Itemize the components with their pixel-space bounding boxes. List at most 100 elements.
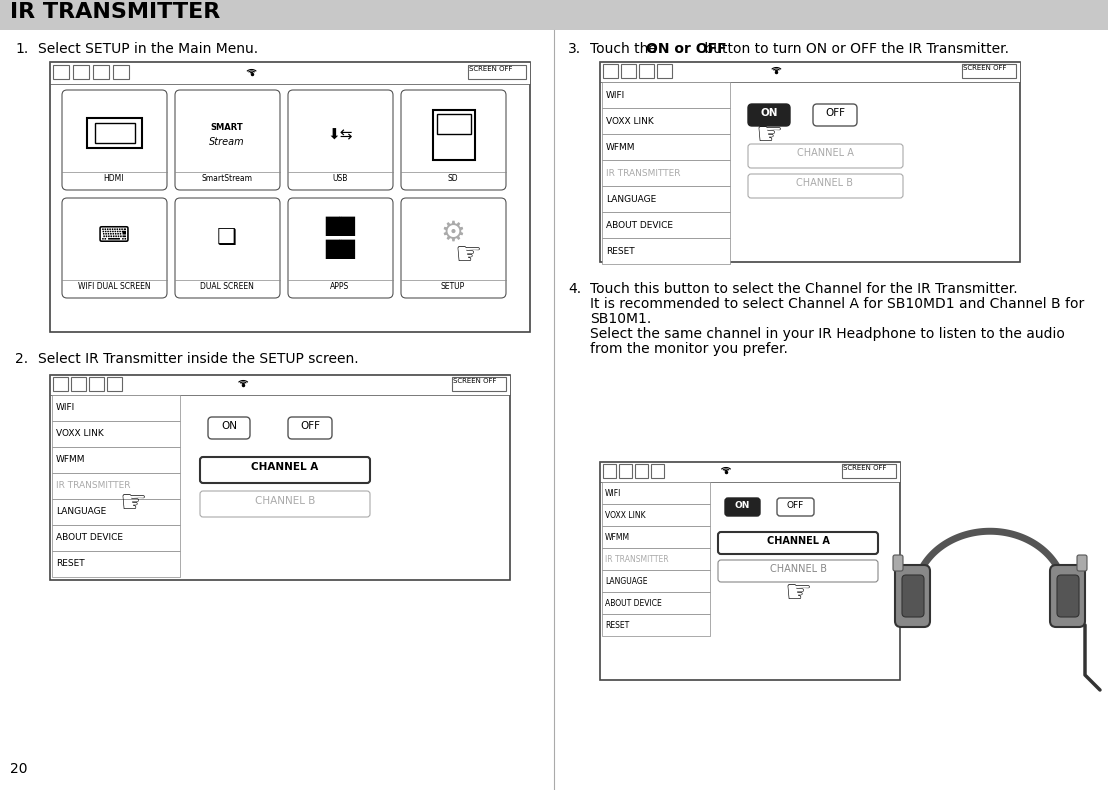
Bar xyxy=(962,64,1016,78)
Text: ⚙: ⚙ xyxy=(441,219,465,247)
Text: WIFI: WIFI xyxy=(605,488,622,498)
Text: VOXX LINK: VOXX LINK xyxy=(605,510,646,520)
Text: Select IR Transmitter inside the SETUP screen.: Select IR Transmitter inside the SETUP s… xyxy=(38,352,359,366)
Bar xyxy=(468,65,526,79)
Bar xyxy=(89,377,104,391)
FancyBboxPatch shape xyxy=(288,90,393,190)
Bar xyxy=(0,0,1108,30)
Text: SMART: SMART xyxy=(211,123,244,133)
Text: ☞: ☞ xyxy=(784,580,812,608)
Text: WIFI DUAL SCREEN: WIFI DUAL SCREEN xyxy=(78,282,151,291)
Text: SCREEN OFF: SCREEN OFF xyxy=(469,66,513,72)
FancyBboxPatch shape xyxy=(748,104,790,126)
Text: LANGUAGE: LANGUAGE xyxy=(605,577,647,585)
FancyBboxPatch shape xyxy=(288,198,393,298)
Bar xyxy=(602,526,710,548)
Text: OFF: OFF xyxy=(787,501,803,510)
Bar xyxy=(601,62,1020,82)
Text: SCREEN OFF: SCREEN OFF xyxy=(843,465,886,471)
FancyBboxPatch shape xyxy=(62,198,167,298)
Text: CHANNEL B: CHANNEL B xyxy=(797,178,853,188)
FancyBboxPatch shape xyxy=(813,104,856,126)
Text: HDMI: HDMI xyxy=(104,174,124,183)
FancyBboxPatch shape xyxy=(1050,565,1085,627)
Text: ⬇⇆: ⬇⇆ xyxy=(327,127,352,142)
Text: VOXX LINK: VOXX LINK xyxy=(606,116,654,126)
Text: RESET: RESET xyxy=(606,246,635,255)
Text: LANGUAGE: LANGUAGE xyxy=(606,194,656,204)
FancyBboxPatch shape xyxy=(718,532,878,554)
FancyBboxPatch shape xyxy=(777,498,814,516)
Text: ⌨: ⌨ xyxy=(98,226,130,246)
Bar xyxy=(107,377,122,391)
Bar xyxy=(601,462,900,482)
FancyBboxPatch shape xyxy=(201,491,370,517)
Text: ☞: ☞ xyxy=(454,242,482,270)
Bar xyxy=(52,395,179,421)
Text: ABOUT DEVICE: ABOUT DEVICE xyxy=(57,533,123,543)
Bar xyxy=(603,464,616,478)
Text: SD: SD xyxy=(448,174,459,183)
Bar xyxy=(52,525,179,551)
Text: ON: ON xyxy=(735,501,750,510)
Bar xyxy=(657,64,671,78)
Bar xyxy=(602,592,710,614)
FancyBboxPatch shape xyxy=(62,90,167,190)
Bar xyxy=(52,421,179,447)
Bar xyxy=(113,65,129,79)
Text: ☞: ☞ xyxy=(120,490,147,518)
Bar xyxy=(602,238,730,264)
Bar xyxy=(620,64,636,78)
Text: OFF: OFF xyxy=(300,421,320,431)
FancyBboxPatch shape xyxy=(208,417,250,439)
Text: ON or OFF: ON or OFF xyxy=(646,42,727,56)
FancyBboxPatch shape xyxy=(718,560,878,582)
Text: WFMM: WFMM xyxy=(57,456,85,465)
Bar xyxy=(602,570,710,592)
Bar xyxy=(602,82,730,108)
Text: LANGUAGE: LANGUAGE xyxy=(57,507,106,517)
Text: 4.: 4. xyxy=(568,282,581,296)
Bar xyxy=(53,65,69,79)
Bar xyxy=(73,65,89,79)
Text: 20: 20 xyxy=(10,762,28,776)
Text: APPS: APPS xyxy=(330,282,350,291)
Text: 3.: 3. xyxy=(568,42,581,56)
Text: IR TRANSMITTER: IR TRANSMITTER xyxy=(10,2,220,22)
FancyBboxPatch shape xyxy=(288,417,332,439)
FancyBboxPatch shape xyxy=(1057,575,1079,617)
Bar xyxy=(53,377,68,391)
FancyBboxPatch shape xyxy=(748,174,903,198)
Text: CHANNEL B: CHANNEL B xyxy=(769,564,827,574)
Text: SCREEN OFF: SCREEN OFF xyxy=(453,378,496,384)
Text: VOXX LINK: VOXX LINK xyxy=(57,430,104,438)
Bar xyxy=(603,64,618,78)
Text: IR TRANSMITTER: IR TRANSMITTER xyxy=(57,481,131,491)
Bar xyxy=(50,375,510,580)
Text: CHANNEL B: CHANNEL B xyxy=(255,496,315,506)
Text: button to turn ON or OFF the IR Transmitter.: button to turn ON or OFF the IR Transmit… xyxy=(700,42,1009,56)
Text: 1.: 1. xyxy=(16,42,28,56)
Bar xyxy=(437,114,471,134)
Text: RESET: RESET xyxy=(57,559,84,569)
Text: CHANNEL A: CHANNEL A xyxy=(252,462,319,472)
Bar xyxy=(52,499,179,525)
Bar xyxy=(50,62,530,84)
Bar xyxy=(602,108,730,134)
FancyBboxPatch shape xyxy=(175,90,280,190)
FancyBboxPatch shape xyxy=(748,144,903,168)
Bar xyxy=(601,62,1020,262)
Bar xyxy=(602,504,710,526)
Text: It is recommended to select Channel A for SB10MD1 and Channel B for: It is recommended to select Channel A fo… xyxy=(589,297,1085,311)
Text: Stream: Stream xyxy=(209,137,245,147)
Bar xyxy=(50,375,510,395)
Bar xyxy=(602,186,730,212)
Text: ON: ON xyxy=(220,421,237,431)
Text: RESET: RESET xyxy=(605,620,629,630)
Text: SB10M1.: SB10M1. xyxy=(589,312,652,326)
Bar xyxy=(652,464,664,478)
Text: CHANNEL A: CHANNEL A xyxy=(797,148,853,158)
Bar xyxy=(88,118,142,148)
FancyBboxPatch shape xyxy=(401,198,506,298)
Text: USB: USB xyxy=(332,174,348,183)
